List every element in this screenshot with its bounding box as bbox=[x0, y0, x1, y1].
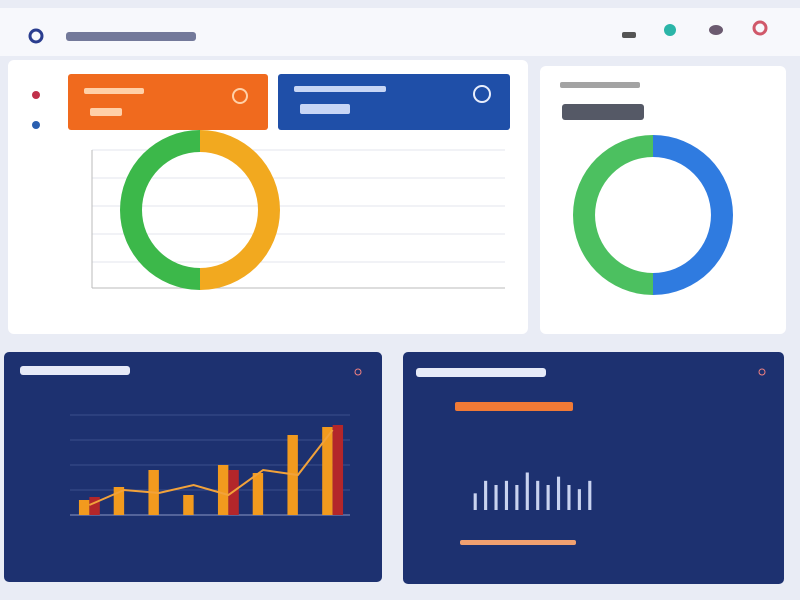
card bbox=[403, 352, 784, 584]
bar bbox=[525, 472, 529, 510]
bar bbox=[515, 485, 519, 510]
bar bbox=[556, 476, 561, 510]
text-blur bbox=[84, 88, 144, 94]
card bbox=[4, 352, 382, 582]
text-blur bbox=[562, 104, 644, 120]
side-icon[interactable] bbox=[32, 91, 40, 99]
donut-segment bbox=[200, 130, 280, 290]
icon[interactable] bbox=[354, 368, 362, 376]
bar bbox=[577, 489, 581, 510]
bar bbox=[567, 485, 571, 510]
bar bbox=[504, 480, 509, 510]
bar bbox=[332, 425, 344, 515]
line bbox=[88, 429, 334, 506]
bar bbox=[484, 480, 488, 510]
text-blur bbox=[20, 366, 130, 375]
donut-segment bbox=[653, 135, 733, 295]
donut-segment bbox=[573, 135, 653, 295]
progress-bar bbox=[455, 402, 573, 411]
bar bbox=[546, 485, 550, 510]
bar bbox=[536, 480, 540, 510]
bar bbox=[113, 487, 125, 515]
bar bbox=[252, 473, 264, 515]
bar bbox=[494, 485, 498, 510]
side-icon[interactable] bbox=[32, 121, 40, 129]
bar bbox=[89, 497, 100, 515]
icon[interactable] bbox=[752, 20, 768, 36]
bar bbox=[588, 480, 592, 510]
bar bbox=[228, 470, 239, 515]
logo[interactable] bbox=[28, 28, 44, 44]
icon[interactable] bbox=[709, 25, 723, 35]
bar bbox=[217, 465, 229, 515]
donut-segment bbox=[120, 130, 200, 290]
text-blur bbox=[300, 104, 350, 114]
icon[interactable] bbox=[622, 32, 636, 38]
app-title-blur bbox=[66, 32, 196, 41]
text-blur bbox=[90, 108, 122, 116]
bar bbox=[322, 427, 333, 515]
bar bbox=[183, 495, 194, 515]
icon[interactable] bbox=[664, 24, 676, 36]
bar bbox=[78, 500, 90, 515]
icon[interactable] bbox=[758, 368, 766, 376]
stat-card[interactable] bbox=[278, 74, 510, 130]
icon bbox=[232, 88, 248, 104]
bar bbox=[473, 493, 477, 510]
text-blur bbox=[560, 82, 640, 88]
text-blur bbox=[294, 86, 386, 92]
progress-bar bbox=[460, 540, 576, 545]
text-blur bbox=[416, 368, 546, 377]
icon bbox=[473, 85, 491, 103]
